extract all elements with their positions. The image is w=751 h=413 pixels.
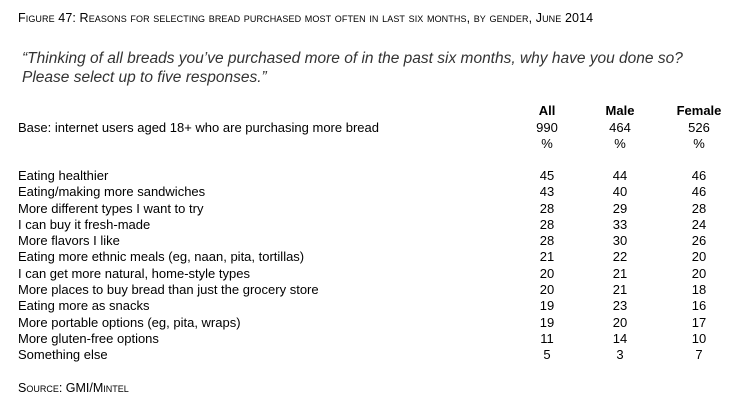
value-all: 28: [539, 200, 555, 216]
table-row: More flavors I like 28 30 26: [0, 233, 751, 249]
value-male: 3: [616, 347, 624, 363]
value-all: 20: [539, 282, 555, 298]
base-value-male: 464: [609, 120, 631, 135]
value-female: 10: [691, 330, 707, 346]
row-label: More flavors I like: [18, 233, 120, 249]
table-row: Eating healthier 45 44 46: [0, 168, 751, 184]
base-label: Base: internet users aged 18+ who are pu…: [18, 120, 379, 135]
row-label: More gluten-free options: [18, 330, 159, 346]
value-all: 5: [543, 347, 551, 363]
table-row: More places to buy bread than just the g…: [0, 282, 751, 298]
table-row: Eating/making more sandwiches 43 40 46: [0, 184, 751, 200]
row-label: More different types I want to try: [18, 200, 204, 216]
value-female: 7: [695, 347, 703, 363]
table-row: I can buy it fresh-made 28 33 24: [0, 217, 751, 233]
row-label: More places to buy bread than just the g…: [18, 282, 319, 298]
value-all: 28: [539, 233, 555, 249]
unit-all: %: [541, 136, 553, 151]
value-female: 16: [691, 298, 707, 314]
value-female: 46: [691, 168, 707, 183]
value-male: 21: [612, 265, 628, 281]
value-male: 22: [612, 249, 628, 265]
source-note: Source: GMI/Mintel: [18, 381, 129, 395]
value-male: 23: [612, 298, 628, 314]
base-value-all: 990: [536, 120, 558, 135]
value-all: 11: [540, 330, 554, 346]
table-row: I can get more natural, home-style types…: [0, 266, 751, 282]
value-all: 19: [539, 298, 555, 314]
value-female: 18: [691, 282, 707, 298]
row-label: Eating healthier: [18, 168, 109, 183]
value-all: 19: [539, 314, 555, 330]
row-label: Eating more as snacks: [18, 298, 150, 314]
value-female: 24: [691, 216, 707, 232]
table-row: More portable options (eg, pita, wraps) …: [0, 315, 751, 331]
value-female: 20: [691, 265, 707, 281]
value-female: 46: [691, 184, 707, 200]
figure-title: Figure 47: Reasons for selecting bread p…: [18, 11, 594, 25]
value-male: 44: [612, 168, 628, 183]
value-male: 21: [612, 282, 628, 298]
data-table: Eating healthier 45 44 46 Eating/making …: [0, 168, 751, 364]
table-row: Something else 5 3 7: [0, 347, 751, 363]
table-row: More gluten-free options 11 14 10: [0, 331, 751, 347]
survey-question: “Thinking of all breads you’ve purchased…: [22, 50, 683, 86]
table-row: More different types I want to try 28 29…: [0, 201, 751, 217]
row-label: I can get more natural, home-style types: [18, 265, 250, 281]
column-header-male: Male: [605, 103, 635, 118]
row-label: Eating more ethnic meals (eg, naan, pita…: [18, 249, 305, 265]
row-label: More portable options (eg, pita, wraps): [18, 314, 241, 330]
value-male: 14: [612, 330, 628, 346]
table-row: Eating more ethnic meals (eg, naan, pita…: [0, 249, 751, 265]
value-female: 20: [691, 249, 707, 265]
value-male: 29: [612, 200, 628, 216]
value-all: 20: [539, 265, 555, 281]
value-male: 30: [612, 233, 628, 249]
value-all: 28: [539, 216, 555, 232]
value-all: 45: [539, 168, 555, 183]
column-header-female: Female: [676, 103, 722, 118]
value-female: 28: [691, 200, 707, 216]
base-value-female: 526: [688, 120, 710, 135]
column-header-all: All: [538, 103, 556, 118]
row-label: I can buy it fresh-made: [18, 216, 151, 232]
value-male: 40: [612, 184, 628, 200]
unit-male: %: [614, 136, 626, 151]
value-female: 26: [691, 233, 707, 249]
value-all: 21: [539, 249, 555, 265]
row-label: Something else: [18, 347, 108, 363]
value-all: 43: [539, 184, 555, 200]
value-male: 20: [612, 314, 628, 330]
value-male: 33: [612, 216, 628, 232]
table-row: Eating more as snacks 19 23 16: [0, 298, 751, 314]
unit-female: %: [693, 136, 705, 151]
value-female: 17: [691, 314, 707, 330]
row-label: Eating/making more sandwiches: [18, 184, 206, 200]
